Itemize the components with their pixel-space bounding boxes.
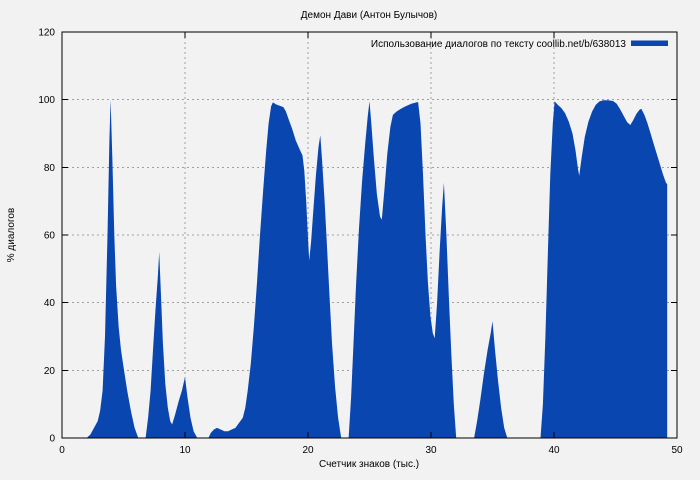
legend: Использование диалогов по тексту coollib…: [371, 39, 668, 50]
chart-title: Демон Дави (Антон Булычов): [301, 10, 438, 21]
x-tick-label-10: 10: [179, 445, 191, 456]
axis-ticks: [61, 31, 678, 439]
y-axis-label: % диалогов: [6, 208, 17, 262]
x-tick-label-20: 20: [302, 445, 314, 456]
y-tick-label-0: 0: [49, 434, 55, 445]
legend-label: Использование диалогов по тексту coollib…: [371, 39, 627, 50]
x-tick-label-0: 0: [59, 445, 65, 456]
x-tick-label-30: 30: [425, 445, 437, 456]
legend-swatch: [631, 40, 668, 46]
x-axis-label: Счетчик знаков (тыс.): [319, 459, 419, 470]
y-tick-label-120: 120: [38, 28, 55, 39]
y-tick-label-20: 20: [44, 366, 56, 377]
y-tick-label-60: 60: [44, 231, 56, 242]
y-tick-label-40: 40: [44, 298, 56, 309]
area-series: [86, 99, 668, 438]
area-series-0: [86, 99, 668, 438]
y-tick-label-80: 80: [44, 163, 56, 174]
x-tick-label-40: 40: [548, 445, 560, 456]
y-tick-label-100: 100: [38, 95, 55, 106]
axis-tick-labels: 0 10 20 30 40 50 0 20 40 60 80 100 120: [38, 28, 683, 457]
x-tick-label-50: 50: [671, 445, 683, 456]
